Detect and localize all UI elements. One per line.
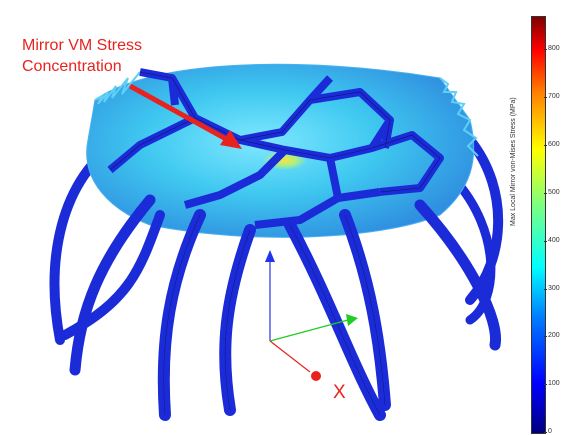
colorbar-tickmark [544,240,547,242]
colorbar-tickmark [544,97,547,99]
colorbar-tickmark [544,192,547,194]
leg-mesh-lines [163,214,386,416]
colorbar-label: Max Local Mirror von-Mises Stress (MPa) [510,97,517,226]
annotation-line-2: Concentration [22,58,122,75]
x-axis-label: X [333,382,346,403]
colorbar-tickmark [544,288,547,290]
colorbar-tickmark [544,145,547,147]
colorbar-tick-label: 700 [548,93,560,101]
colorbar-tick-label: 500 [548,188,560,196]
colorbar: Max Local Mirror von-Mises Stress (MPa) … [510,6,584,435]
colorbar-tickmark [544,432,547,433]
colorbar-tick-label: 0 [548,428,552,435]
colorbar-tick-label: 400 [548,236,560,244]
stress-pointer-arrow [128,83,242,149]
colorbar-gradient [531,16,546,434]
colorbar-tick-label: 200 [548,332,560,340]
truss-mesh-lines [109,71,441,193]
axis-triad [265,250,358,381]
colorbar-tick-label: 100 [548,380,560,388]
colorbar-tickmark [544,336,547,338]
annotation-line-1: Mirror VM Stress [22,37,142,54]
colorbar-tick-label: 300 [548,284,560,292]
colorbar-tick-label: 600 [548,141,560,149]
colorbar-tickmark [544,49,547,51]
colorbar-tick-label: 800 [548,45,560,53]
colorbar-tickmark [544,384,547,386]
